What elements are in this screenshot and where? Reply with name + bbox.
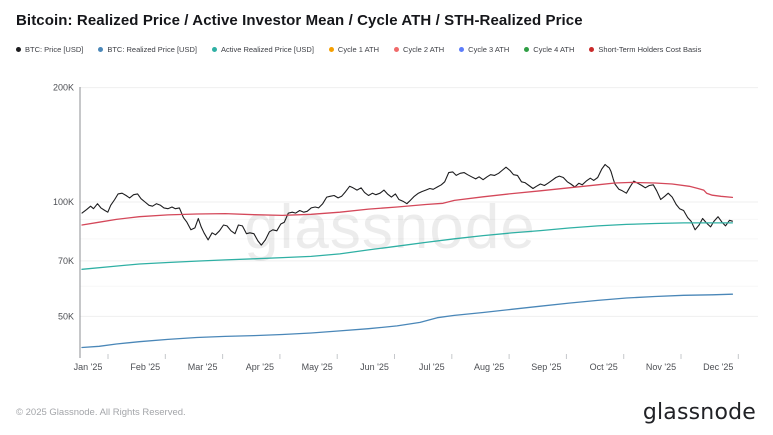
legend-dot-icon xyxy=(459,47,465,52)
legend-item-btc-price-usd[interactable]: BTC: Price [USD] xyxy=(16,45,83,54)
chart-canvas[interactable]: 200K 100K 70K 50K glassnode Jan '25 Feb '25 Mar… xyxy=(0,76,773,381)
y-axis-label: 100K xyxy=(53,197,74,207)
footer-copyright: © 2025 Glassnode. All Rights Reserved. xyxy=(16,407,186,418)
legend-item-short-term-holders-cost-basis[interactable]: Short-Term Holders Cost Basis xyxy=(589,45,701,54)
legend-dot-icon xyxy=(211,47,217,52)
y-axis-label: 200K xyxy=(53,83,74,93)
footer: © 2025 Glassnode. All Rights Reserved. g… xyxy=(0,391,773,435)
x-axis-label: Sep '25 xyxy=(531,362,561,372)
legend-dot-icon xyxy=(328,47,334,52)
y-axis-label: 70K xyxy=(58,256,74,266)
page-title: Bitcoin: Realized Price / Active Investo… xyxy=(16,12,583,29)
chart-area[interactable]: 200K 100K 70K 50K glassnode Jan '25 Feb '25 Mar… xyxy=(0,76,773,381)
legend-dot-icon xyxy=(524,47,530,52)
watermark-text: glassnode xyxy=(244,193,536,262)
series-line-active-realized-price-usd[interactable] xyxy=(81,222,734,270)
legend-item-label: Cycle 2 ATH xyxy=(403,45,445,54)
series-line-short-term-holders-cost-basis[interactable] xyxy=(81,181,734,226)
legend-item-cycle-2-ath[interactable]: Cycle 2 ATH xyxy=(394,45,444,54)
x-axis-label: May '25 xyxy=(302,362,333,372)
series-line-btc-realized-price-usd[interactable] xyxy=(81,293,734,349)
x-axis-label: Feb '25 xyxy=(130,362,160,372)
series-line-btc-price-usd[interactable] xyxy=(81,163,733,246)
legend-item-label: Active Realized Price [USD] xyxy=(220,45,314,54)
legend-item-label: Short-Term Holders Cost Basis xyxy=(598,45,702,54)
legend-dot-icon xyxy=(394,47,400,52)
legend-dot-icon xyxy=(16,47,21,52)
legend-item-btc-realized-price-usd[interactable]: BTC: Realized Price [USD] xyxy=(98,45,197,54)
x-axis-label: Aug '25 xyxy=(474,362,504,372)
legend-item-label: Cycle 4 ATH xyxy=(533,45,575,54)
x-axis-label: Jun '25 xyxy=(360,362,389,372)
legend-item-active-realized-price-usd[interactable]: Active Realized Price [USD] xyxy=(211,45,314,54)
y-axis-label: 50K xyxy=(58,311,74,321)
x-axis-label: Mar '25 xyxy=(188,362,218,372)
legend-item-cycle-1-ath[interactable]: Cycle 1 ATH xyxy=(328,45,380,54)
legend-dot-icon xyxy=(98,47,104,52)
glassnode-logo: glassnode xyxy=(642,400,756,425)
legend-item-label: BTC: Realized Price [USD] xyxy=(107,45,197,54)
x-axis-label: Jul '25 xyxy=(419,362,445,372)
legend-dot-icon xyxy=(589,47,595,52)
legend-item-label: Cycle 1 ATH xyxy=(337,45,380,54)
x-axis-label: Nov '25 xyxy=(646,362,676,372)
chart-legend: BTC: Price [USD] BTC: Realized Price [USD… xyxy=(16,45,763,54)
x-axis-label: Dec '25 xyxy=(703,362,733,372)
x-axis-label: Oct '25 xyxy=(590,362,618,372)
x-axis-label: Jan '25 xyxy=(74,362,103,372)
legend-item-label: Cycle 3 ATH xyxy=(468,45,510,54)
legend-item-label: BTC: Price [USD] xyxy=(25,45,84,54)
legend-item-cycle-3-ath[interactable]: Cycle 3 ATH xyxy=(459,45,509,54)
legend-item-cycle-4-ath[interactable]: Cycle 4 ATH xyxy=(524,45,574,54)
x-axis-label: Apr '25 xyxy=(246,362,274,372)
